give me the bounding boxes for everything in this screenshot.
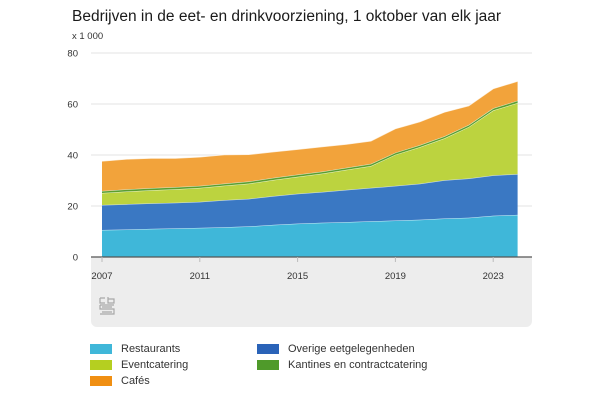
x-tick-label: 2023: [483, 271, 504, 282]
area-restaurants: [102, 214, 518, 257]
legend-item-eventcatering: Eventcatering: [90, 359, 188, 371]
legend-swatch: [90, 376, 112, 386]
legend-swatch: [90, 360, 112, 370]
series-boundary: [101, 80, 518, 162]
x-tick-label: 2019: [385, 271, 406, 282]
legend-label: Eventcatering: [121, 359, 189, 371]
x-tick-label: 2015: [287, 271, 308, 282]
legend-swatch: [90, 344, 112, 354]
x-tick-label: 2011: [190, 271, 210, 282]
y-tick-label: 80: [67, 49, 78, 60]
y-tick-label: 0: [73, 253, 78, 264]
y-tick-label: 60: [67, 100, 78, 111]
area-kantines-en-contractcatering: [102, 100, 518, 193]
legend-label: Overige eetgelegenheden: [288, 343, 415, 355]
x-tick-label: 2007: [91, 271, 112, 282]
area-eventcatering: [102, 103, 518, 205]
legend-label: Restaurants: [121, 343, 181, 355]
unit-label: x 1 000: [72, 31, 104, 42]
y-tick-label: 20: [67, 202, 78, 213]
legend-label: Kantines en contractcatering: [288, 359, 428, 371]
x-axis-panel: [91, 257, 532, 327]
legend-item-cafes: Cafés: [90, 375, 150, 387]
legend-swatch: [257, 360, 279, 370]
area-caf-s: [102, 81, 518, 191]
legend-swatch: [257, 344, 279, 354]
y-tick-label: 40: [67, 151, 78, 162]
cbs-logo-icon: [99, 297, 115, 315]
area-overige-eetgelegenheden: [102, 174, 518, 230]
legend-item-overige: Overige eetgelegenheden: [257, 343, 415, 355]
legend-item-restaurants: Restaurants: [90, 343, 180, 355]
chart-title: Bedrijven in de eet- en drinkvoorziening…: [72, 8, 502, 25]
legend-label: Cafés: [121, 375, 150, 387]
legend-item-kantines: Kantines en contractcatering: [257, 359, 427, 371]
